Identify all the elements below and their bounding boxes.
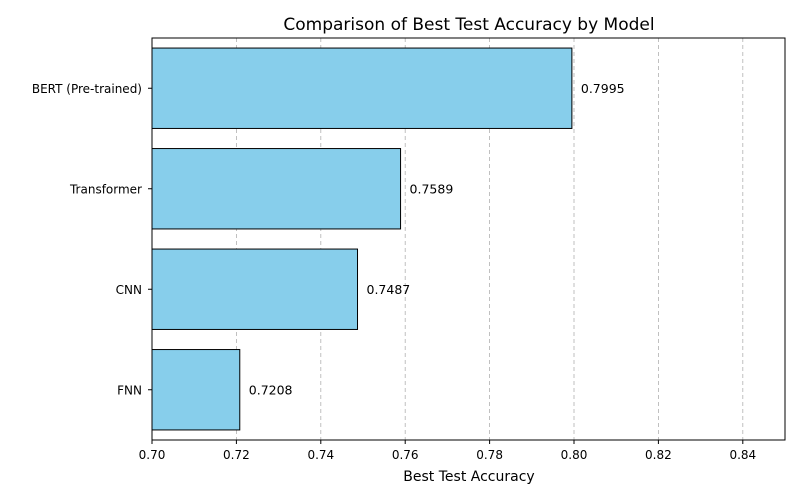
x-tick-label: 0.76 [392, 448, 419, 462]
bar-value-label: 0.7208 [249, 382, 293, 397]
y-tick-label: Transformer [69, 182, 142, 196]
x-tick-label: 0.78 [476, 448, 503, 462]
value-labels-group: 0.7995 0.7589 0.7487 0.7208 [249, 81, 625, 398]
x-tick-label: 0.70 [139, 448, 166, 462]
bars-group [151, 47, 573, 431]
plot-frame [151, 37, 786, 441]
y-tick-label: CNN [116, 283, 142, 297]
bar-bert-pre-trained [151, 47, 573, 129]
bar-value-label: 0.7487 [367, 282, 411, 297]
bar-cnn [151, 248, 359, 330]
x-tick-label: 0.80 [561, 448, 588, 462]
y-tick-label: BERT (Pre-trained) [32, 82, 142, 96]
y-axis-ticks: BERT (Pre-trained) Transformer CNN FNN [32, 82, 152, 397]
x-axis-label: Best Test Accuracy [403, 469, 534, 485]
x-tick-label: 0.82 [645, 448, 672, 462]
x-axis-ticks: 0.70 0.72 0.74 0.76 0.78 0.80 0.82 0.84 [139, 440, 756, 462]
x-tick-label: 0.74 [307, 448, 334, 462]
bar-value-label: 0.7589 [410, 181, 454, 196]
bar-transformer [151, 148, 402, 230]
bar-fnn [151, 349, 241, 431]
x-tick-label: 0.72 [223, 448, 250, 462]
chart-title: Comparison of Best Test Accuracy by Mode… [283, 15, 654, 35]
bar-value-label: 0.7995 [581, 81, 625, 96]
y-tick-label: FNN [117, 383, 142, 397]
x-tick-label: 0.84 [729, 448, 756, 462]
